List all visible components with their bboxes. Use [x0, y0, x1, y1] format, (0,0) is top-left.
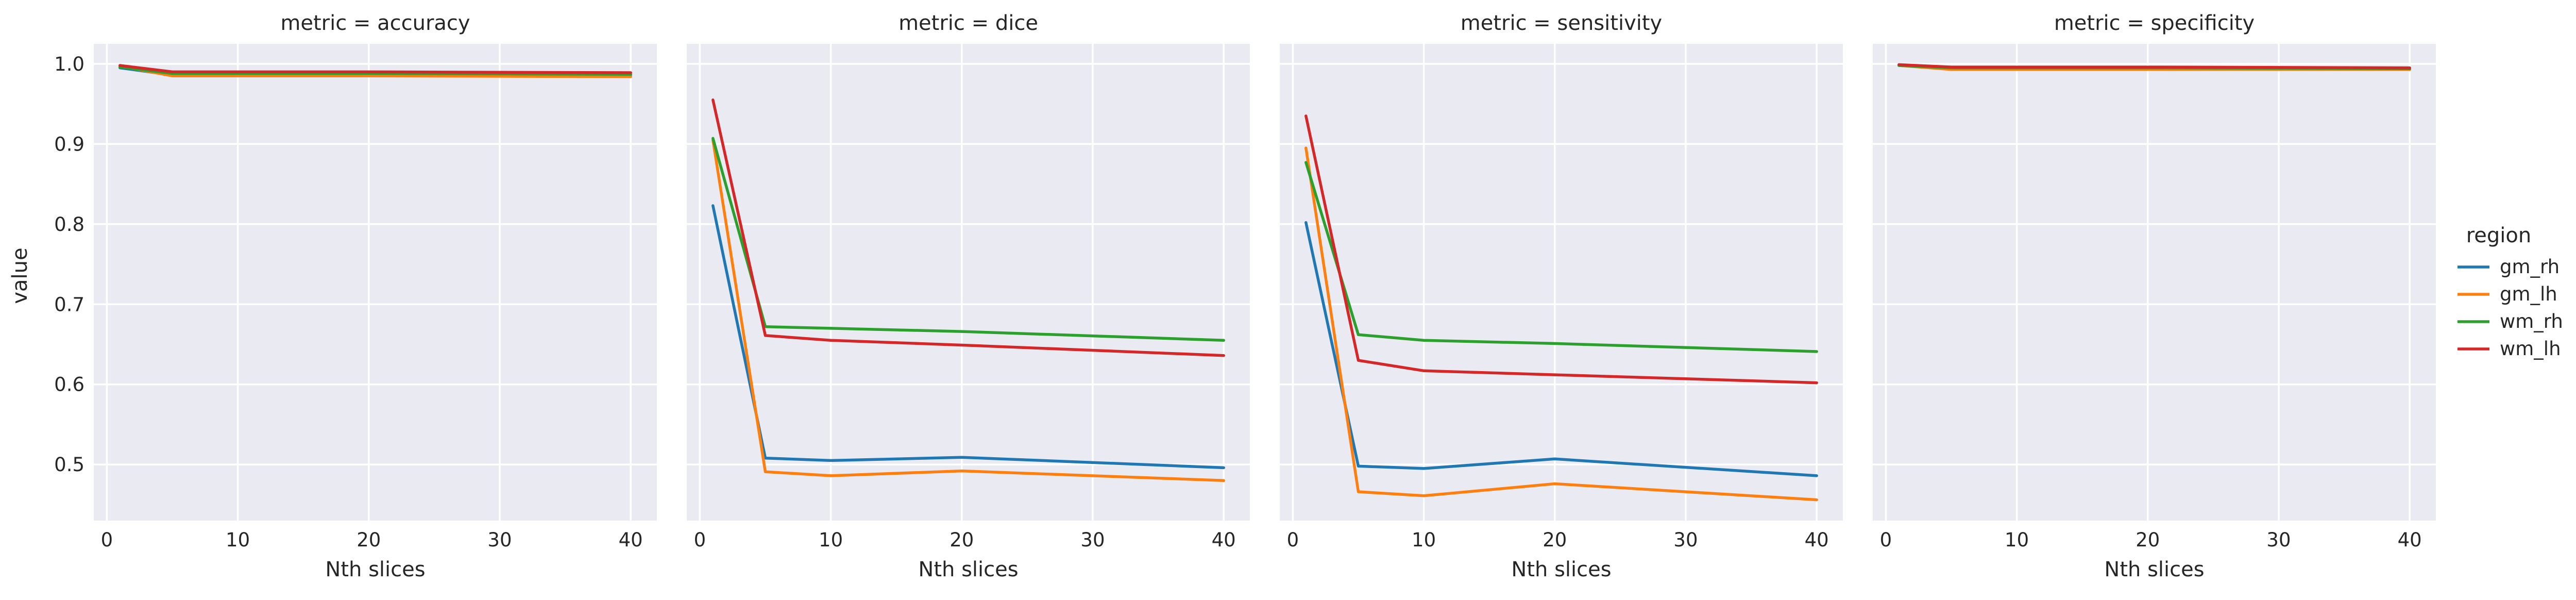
plot-background	[687, 44, 1250, 521]
legend-label: wm_lh	[2500, 338, 2561, 360]
legend-title: region	[2466, 224, 2532, 247]
x-tick-label: 40	[2398, 529, 2422, 551]
panel-dice: metric = dice 0 10 20 30 40 Nth slices	[687, 11, 1250, 581]
x-axis-label: Nth slices	[2104, 558, 2204, 581]
y-tick-label: 0.5	[54, 454, 84, 476]
panel-specificity: metric = specificity 0 10 20 30 40 Nth slices	[1873, 11, 2436, 581]
y-tick-label: 0.6	[54, 374, 84, 396]
x-tick-label: 0	[694, 529, 706, 551]
series-line-wm_rh	[711, 137, 1225, 342]
series-line-wm_lh	[1304, 114, 1818, 385]
x-tick-label: 0	[1880, 529, 1892, 551]
x-axis-label: Nth slices	[1511, 558, 1611, 581]
series-line-gm_lh	[1304, 146, 1818, 502]
x-axis-label: Nth slices	[918, 558, 1018, 581]
x-tick-label: 40	[1212, 529, 1236, 551]
x-tick-label: 20	[1543, 529, 1567, 551]
x-tick-label: 30	[1080, 529, 1105, 551]
x-tick-label: 20	[950, 529, 974, 551]
series-line-wm_rh	[118, 65, 632, 76]
x-tick-label: 10	[226, 529, 250, 551]
x-tick-label: 10	[1412, 529, 1436, 551]
series-line-wm_lh	[118, 64, 632, 74]
legend-entry-gm_rh: gm_rh	[2458, 256, 2560, 278]
plot-background	[1873, 44, 2436, 521]
facet-title: metric = sensitivity	[1461, 11, 1662, 35]
x-tick-label: 10	[2005, 529, 2029, 551]
panel-sensitivity: metric = sensitivity 0 10 20 30 40 Nth slices	[1280, 11, 1843, 581]
chart-panels: metric = accuracy 0 10 20 30 40 Nth slices 0.5 0…	[54, 11, 2436, 581]
legend-label: gm_rh	[2500, 256, 2560, 278]
facet-title: metric = dice	[899, 11, 1038, 35]
legend-entry-wm_rh: wm_rh	[2458, 310, 2563, 332]
x-tick-label: 10	[819, 529, 843, 551]
x-tick-label: 30	[1673, 529, 1698, 551]
legend-entry-wm_lh: wm_lh	[2458, 338, 2561, 360]
x-tick-label: 20	[357, 529, 381, 551]
plot-background	[94, 44, 657, 521]
y-tick-label: 1.0	[54, 53, 84, 75]
x-tick-label: 0	[101, 529, 113, 551]
x-tick-label: 40	[1805, 529, 1829, 551]
x-tick-label: 30	[487, 529, 512, 551]
series-line-wm_lh	[1897, 63, 2411, 70]
series-line-gm_rh	[711, 204, 1225, 470]
series-line-gm_lh	[711, 138, 1225, 482]
legend-entry-gm_lh: gm_lh	[2458, 283, 2557, 305]
y-tick-label: 0.9	[54, 133, 84, 155]
legend: region gm_rh gm_lh wm_rh wm_lh	[2458, 224, 2563, 360]
x-tick-label: 20	[2136, 529, 2160, 551]
facet-title: metric = specificity	[2054, 11, 2255, 35]
x-axis-label: Nth slices	[325, 558, 425, 581]
y-tick-label: 0.7	[54, 293, 84, 315]
facet-title: metric = accuracy	[280, 11, 470, 35]
y-tick-label: 0.8	[54, 213, 84, 236]
plot-background	[1280, 44, 1843, 521]
x-tick-label: 40	[619, 529, 643, 551]
x-tick-label: 0	[1287, 529, 1299, 551]
legend-label: wm_rh	[2500, 310, 2563, 332]
panel-accuracy: metric = accuracy 0 10 20 30 40 Nth slices 0.5 0…	[54, 11, 657, 581]
series-line-wm_lh	[711, 98, 1225, 357]
x-tick-label: 30	[2266, 529, 2291, 551]
y-axis-label: value	[8, 247, 32, 304]
legend-label: gm_lh	[2500, 283, 2557, 305]
